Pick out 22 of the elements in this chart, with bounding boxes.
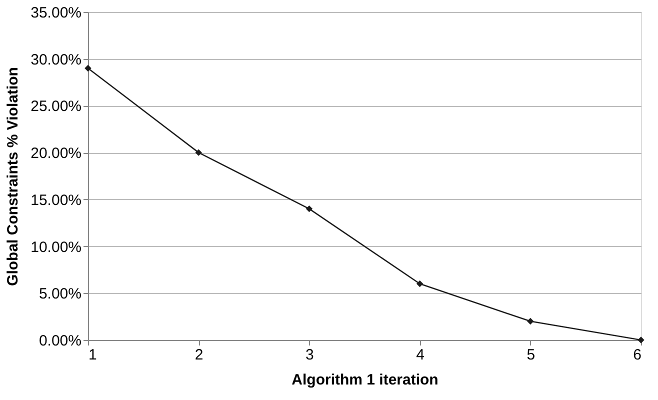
- x-tick-label: 4: [416, 346, 424, 364]
- y-tick-label: 20.00%: [30, 145, 82, 162]
- point: [306, 205, 313, 212]
- x-tick-label: 1: [88, 346, 97, 364]
- y-tick-label: 15.00%: [30, 192, 82, 209]
- x-tick-label: 3: [306, 346, 314, 364]
- y-tick-label: 5.00%: [38, 286, 82, 303]
- point: [638, 336, 644, 344]
- point: [84, 64, 92, 72]
- point: [195, 149, 202, 156]
- y-tick-label: 25.00%: [30, 98, 82, 116]
- y-tick-label: 30.00%: [30, 51, 82, 68]
- point: [416, 280, 424, 288]
- y-tick-label: 10.00%: [30, 238, 82, 256]
- x-tick-label: 6: [633, 346, 642, 364]
- y-axis-title: Global Constraints % Violation: [4, 67, 22, 286]
- point: [527, 318, 534, 325]
- y-tick-label: 35.00%: [30, 4, 82, 22]
- y-tick-label: 0.00%: [38, 332, 82, 350]
- x-tick-label: 5: [526, 346, 536, 364]
- x-axis-title: Algorithm 1 iteration: [292, 372, 438, 388]
- x-tick-label: 2: [194, 346, 204, 364]
